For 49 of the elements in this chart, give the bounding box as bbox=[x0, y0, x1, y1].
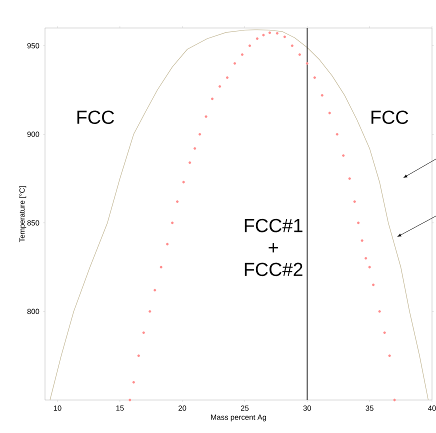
point bbox=[154, 288, 156, 292]
point bbox=[388, 354, 391, 358]
point bbox=[171, 222, 174, 224]
point bbox=[313, 76, 316, 79]
point bbox=[393, 398, 396, 402]
point bbox=[182, 180, 185, 184]
point bbox=[198, 132, 202, 136]
annotation: FCC bbox=[372, 110, 408, 124]
point bbox=[348, 177, 351, 180]
point bbox=[383, 331, 386, 334]
annotation: FCC#1 + FCC#2 bbox=[244, 218, 302, 276]
point bbox=[176, 200, 179, 203]
point bbox=[364, 256, 368, 260]
point bbox=[353, 200, 356, 203]
point bbox=[306, 62, 308, 65]
point bbox=[357, 222, 360, 224]
point bbox=[256, 37, 259, 40]
point bbox=[166, 242, 169, 246]
line-series bbox=[50, 29, 429, 400]
point bbox=[204, 115, 208, 118]
point bbox=[262, 34, 265, 36]
point bbox=[360, 239, 364, 242]
point bbox=[336, 132, 338, 136]
point bbox=[328, 112, 331, 114]
point bbox=[188, 161, 192, 164]
point bbox=[233, 62, 236, 65]
point bbox=[132, 380, 135, 384]
point bbox=[248, 44, 252, 48]
point bbox=[128, 398, 132, 402]
point bbox=[240, 53, 244, 56]
point bbox=[160, 266, 162, 268]
point bbox=[210, 98, 214, 100]
point bbox=[218, 85, 222, 88]
point bbox=[276, 32, 278, 35]
point bbox=[290, 44, 294, 48]
point bbox=[298, 53, 301, 56]
point bbox=[268, 31, 272, 34]
point bbox=[372, 284, 375, 286]
point bbox=[226, 76, 229, 79]
point bbox=[342, 154, 345, 157]
point bbox=[283, 36, 286, 38]
point bbox=[378, 310, 381, 313]
point bbox=[368, 266, 371, 268]
point bbox=[148, 310, 152, 313]
point bbox=[142, 331, 145, 334]
point bbox=[137, 354, 140, 358]
point bbox=[320, 94, 324, 97]
annotation: FCC bbox=[77, 110, 114, 124]
point bbox=[194, 147, 196, 150]
